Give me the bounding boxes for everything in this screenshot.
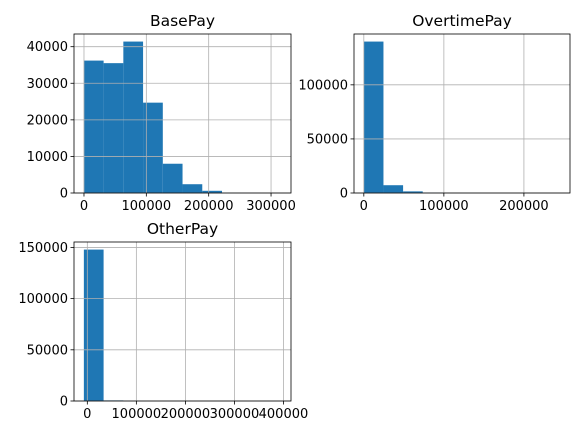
y-tick-label: 0 <box>60 187 68 202</box>
y-tick-label: 100000 <box>18 292 68 307</box>
x-tick-label: 100000 <box>112 407 162 422</box>
histogram-bar <box>83 249 104 401</box>
y-tick-label: 30000 <box>27 77 68 92</box>
axes-frame <box>73 33 292 194</box>
subplot-title: BasePay <box>150 12 215 30</box>
x-tick-label: 200000 <box>184 199 234 214</box>
x-tick-label: 100000 <box>122 199 172 214</box>
x-tick-label: 0 <box>83 407 91 422</box>
subplot-overtimepay: 0 100000 200000 0 50000 100000 OvertimePay <box>298 12 571 214</box>
x-tick-label: 100000 <box>419 199 469 214</box>
histogram-bar <box>123 41 144 194</box>
histogram-bar <box>182 184 203 193</box>
x-tick-label: 0 <box>360 199 368 214</box>
histogram-bar <box>143 102 163 193</box>
y-tick-label: 150000 <box>18 241 68 256</box>
histogram-bar <box>103 63 124 194</box>
y-tick-label: 50000 <box>27 343 68 358</box>
x-tick-label: 400000 <box>259 407 309 422</box>
x-tick-label: 0 <box>80 199 88 214</box>
x-tick-label: 200000 <box>499 199 549 214</box>
axes-frame <box>73 241 292 402</box>
histogram-bar <box>403 191 423 193</box>
y-tick-label: 0 <box>340 187 348 202</box>
y-tick-label: 40000 <box>27 40 68 55</box>
subplot-title: OvertimePay <box>412 12 512 30</box>
subplot-basepay: 0 100000 200000 300000 0 10000 20000 30000 40000… <box>27 12 296 214</box>
y-tick-label: 50000 <box>307 132 348 147</box>
histogram-bar <box>202 190 223 193</box>
x-tick-label: 300000 <box>210 407 260 422</box>
histogram-bar <box>83 60 104 193</box>
histogram-bar <box>383 185 404 193</box>
x-tick-label: 200000 <box>161 407 211 422</box>
axes-frame <box>353 33 571 194</box>
histogram-bar <box>363 41 384 194</box>
subplot-title: OtherPay <box>147 220 218 238</box>
y-tick-label: 100000 <box>298 78 348 93</box>
subplot-otherpay: 0 100000 200000 300000 400000050000100000150… <box>18 220 308 422</box>
y-tick-label: 10000 <box>27 150 68 165</box>
y-tick-label: 0 <box>60 395 68 410</box>
histogram-bar <box>162 163 183 193</box>
x-tick-label: 300000 <box>246 199 296 214</box>
y-tick-label: 20000 <box>27 113 68 128</box>
